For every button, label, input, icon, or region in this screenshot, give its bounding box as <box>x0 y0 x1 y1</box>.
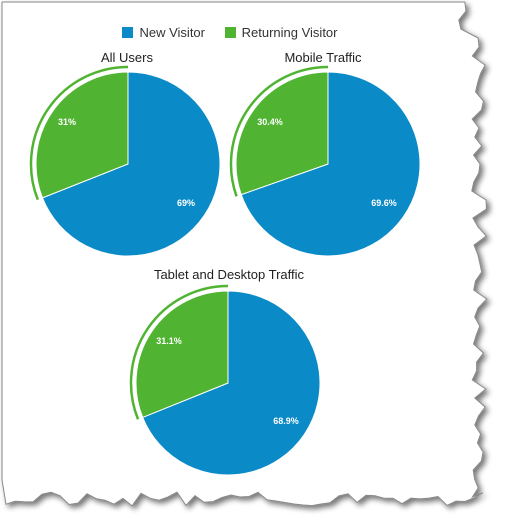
chart-legend: New Visitor Returning Visitor <box>0 24 460 40</box>
pie-data-label-mobile-traffic-new-visitor: 69.6% <box>371 198 397 208</box>
pie-slice-highlight-mobile-traffic <box>229 65 329 197</box>
legend-label-returning-visitor: Returning Visitor <box>241 25 338 41</box>
legend-swatch-new-visitor <box>122 27 134 39</box>
pie-data-label-tablet-desktop-traffic-returning-visitor: 31.1% <box>156 336 182 346</box>
pie-data-label-mobile-traffic-returning-visitor: 30.4% <box>257 117 283 127</box>
legend-swatch-returning-visitor <box>224 27 236 39</box>
legend-item-returning-visitor[interactable]: Returning Visitor <box>224 25 338 41</box>
pie-slice-highlight-tablet-desktop-traffic <box>129 284 229 420</box>
pie-slice-highlight-all-users <box>29 65 129 201</box>
pie-slice-all-users-new-visitor[interactable] <box>41 71 221 257</box>
pie-slice-mobile-traffic-new-visitor[interactable] <box>240 71 421 257</box>
legend-item-new-visitor[interactable]: New Visitor <box>122 25 205 40</box>
pie-data-label-all-users-returning-visitor: 31% <box>58 117 76 127</box>
pie-slice-mobile-traffic-returning-visitor[interactable] <box>235 71 329 196</box>
pie-data-label-tablet-desktop-traffic-new-visitor: 68.9% <box>273 416 299 426</box>
chart-title-tablet-desktop-traffic: Tablet and Desktop Traffic <box>153 267 305 282</box>
pie-slice-tablet-desktop-traffic-new-visitor[interactable] <box>142 290 321 476</box>
pie-slice-all-users-returning-visitor[interactable] <box>35 71 129 199</box>
chart-title-mobile-traffic: Mobile Traffic <box>284 50 362 65</box>
legend-label-new-visitor: New Visitor <box>139 25 205 41</box>
pie-slice-tablet-desktop-traffic-returning-visitor[interactable] <box>135 290 229 419</box>
pie-data-label-all-users-new-visitor: 69% <box>177 198 195 208</box>
chart-title-all-users: All Users <box>100 50 153 65</box>
